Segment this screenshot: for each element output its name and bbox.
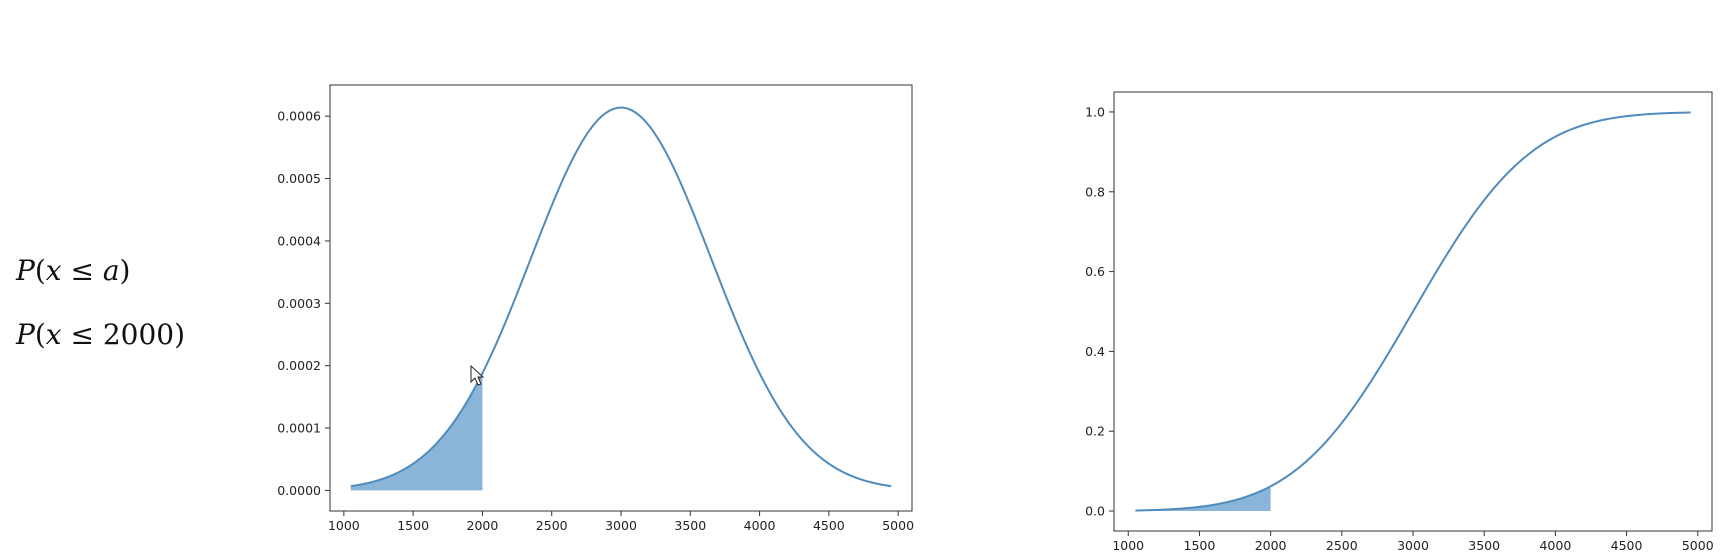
formula-close-paren: )	[174, 318, 186, 351]
formula-bound-a: a	[102, 254, 120, 287]
formula-symbol-p: P	[16, 318, 35, 351]
pdf-x-tick-label: 1500	[397, 518, 429, 533]
cdf-y-tick-label: 1.0	[1085, 104, 1105, 119]
pdf-x-tick-label: 5000	[882, 518, 914, 533]
cdf-x-tick-label: 4500	[1611, 538, 1643, 553]
formula-variable-x: x	[45, 318, 62, 351]
pdf-x-tick-label: 1000	[328, 518, 360, 533]
probability-formula-general: P(x ≤ a)	[16, 254, 130, 287]
pdf-x-tick-label: 4500	[813, 518, 845, 533]
pdf-y-tick-label: 0.0006	[277, 109, 321, 124]
formula-variable-x: x	[45, 254, 62, 287]
pdf-y-tick-label: 0.0002	[277, 358, 321, 373]
pdf-y-tick-label: 0.0004	[277, 233, 321, 248]
formula-bound-2000: 2000	[102, 318, 175, 351]
pdf-x-tick-label: 2000	[467, 518, 499, 533]
cdf-x-tick-label: 2500	[1326, 538, 1358, 553]
cdf-shaded-area	[1135, 486, 1271, 512]
cdf-y-tick-label: 0.2	[1085, 424, 1105, 439]
formula-open-paren: (	[34, 318, 46, 351]
formula-open-paren: (	[34, 254, 46, 287]
probability-formula-2000: P(x ≤ 2000)	[16, 318, 185, 351]
pdf-y-tick-label: 0.0001	[277, 421, 321, 436]
mouse-pointer-icon	[470, 365, 485, 386]
cdf-y-tick-label: 0.6	[1085, 264, 1105, 279]
formula-symbol-p: P	[16, 254, 35, 287]
cdf-y-tick-label: 0.8	[1085, 184, 1105, 199]
pdf-shaded-area	[350, 373, 483, 491]
pdf-y-tick-label: 0.0003	[277, 296, 321, 311]
cdf-x-tick-label: 5000	[1682, 538, 1714, 553]
cdf-x-tick-label: 4000	[1539, 538, 1571, 553]
cdf-y-tick-label: 0.0	[1085, 504, 1105, 519]
pdf-x-tick-label: 3500	[674, 518, 706, 533]
cdf-curve-line	[1135, 111, 1691, 512]
pdf-curve-line	[350, 106, 892, 488]
pdf-x-tick-label: 2500	[536, 518, 568, 533]
pdf-y-tick-label: 0.0000	[277, 483, 321, 498]
pdf-x-tick-label: 3000	[605, 518, 637, 533]
formula-le-sign: ≤	[61, 318, 103, 351]
formula-le-sign: ≤	[61, 254, 103, 287]
cdf-x-tick-label: 3000	[1397, 538, 1429, 553]
cdf-y-tick-label: 0.4	[1085, 344, 1105, 359]
cdf-x-tick-label: 1000	[1112, 538, 1144, 553]
formula-close-paren: )	[119, 254, 131, 287]
pdf-x-tick-label: 4000	[744, 518, 776, 533]
cdf-x-tick-label: 2000	[1255, 538, 1287, 553]
pdf-plot-frame	[329, 84, 913, 512]
pdf-y-tick-label: 0.0005	[277, 171, 321, 186]
cdf-x-tick-label: 3500	[1468, 538, 1500, 553]
cdf-x-tick-label: 1500	[1184, 538, 1216, 553]
